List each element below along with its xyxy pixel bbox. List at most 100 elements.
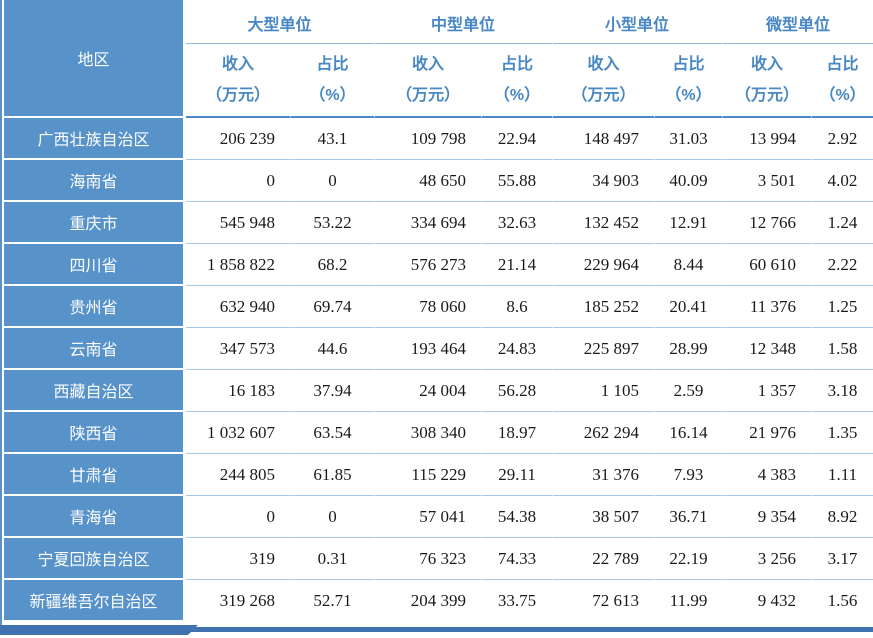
share-small-cell: 16.14 xyxy=(655,412,724,454)
income-small-cell: 38 507 xyxy=(553,496,656,538)
group-header-micro: 微型单位 xyxy=(723,0,873,44)
table-row: 云南省 347 573 44.6 193 464 24.83 225 897 2… xyxy=(4,328,873,370)
income-medium-cell: 576 273 xyxy=(375,244,483,286)
subheader-share-small: 占比 （%） xyxy=(655,44,724,118)
income-micro-cell: 3 501 xyxy=(723,160,813,202)
share-large-cell: 52.71 xyxy=(291,580,376,622)
table-row: 海南省 0 0 48 650 55.88 34 903 40.09 3 501 … xyxy=(4,160,873,202)
share-micro-cell: 1.56 xyxy=(827,590,858,610)
region-cell: 广西壮族自治区 xyxy=(4,118,186,160)
share-medium-cell: 24.83 xyxy=(482,328,554,370)
table-row: 西藏自治区 16 183 37.94 24 004 56.28 1 105 2.… xyxy=(4,370,873,412)
group-header-large: 大型单位 xyxy=(186,0,376,44)
share-medium-cell: 22.94 xyxy=(482,118,554,160)
table-row: 四川省 1 858 822 68.2 576 273 21.14 229 964… xyxy=(4,244,873,286)
table-bottom-border xyxy=(188,627,873,632)
income-micro-cell: 21 976 xyxy=(723,412,813,454)
share-small-cell: 2.59 xyxy=(655,370,724,412)
share-micro-cell: 1.24 xyxy=(812,202,873,244)
share-medium-cell: 33.75 xyxy=(482,580,554,622)
income-medium-cell: 334 694 xyxy=(375,202,483,244)
share-medium-cell: 54.38 xyxy=(482,496,554,538)
income-medium-cell: 24 004 xyxy=(375,370,483,412)
income-small-cell: 148 497 xyxy=(553,118,656,160)
income-large-cell: 1 858 822 xyxy=(186,244,291,286)
income-micro-cell: 12 766 xyxy=(723,202,813,244)
share-medium-cell: 74.33 xyxy=(482,538,554,580)
share-small-cell: 12.91 xyxy=(655,202,724,244)
income-large-cell: 16 183 xyxy=(186,370,291,412)
share-large-cell: 0 xyxy=(291,160,376,202)
subheader-income-micro: 收入 （万元） xyxy=(723,44,813,118)
share-small-cell: 11.99 xyxy=(655,580,724,622)
region-cell: 重庆市 xyxy=(4,202,186,244)
share-medium-cell: 55.88 xyxy=(482,160,554,202)
share-large-cell: 37.94 xyxy=(291,370,376,412)
region-cell: 西藏自治区 xyxy=(4,370,186,412)
income-micro-cell: 60 610 xyxy=(723,244,813,286)
group-header-row: 地区 大型单位 中型单位 小型单位 微型单位 xyxy=(4,0,873,118)
income-small-cell: 22 789 xyxy=(553,538,656,580)
income-large-cell: 347 573 xyxy=(186,328,291,370)
share-small-cell: 40.09 xyxy=(655,160,724,202)
share-small-cell: 36.71 xyxy=(655,496,724,538)
region-cell: 宁夏回族自治区 xyxy=(4,538,186,580)
region-cell: 青海省 xyxy=(4,496,186,538)
income-medium-cell: 193 464 xyxy=(375,328,483,370)
income-micro-cell: 4 383 xyxy=(723,454,813,496)
income-small-cell: 34 903 xyxy=(553,160,656,202)
share-medium-cell: 29.11 xyxy=(482,454,554,496)
share-large-cell: 0 xyxy=(291,496,376,538)
share-micro-cell: 3.17 xyxy=(812,538,873,580)
table-row: 重庆市 545 948 53.22 334 694 32.63 132 452 … xyxy=(4,202,873,244)
region-cell: 海南省 xyxy=(4,160,186,202)
region-cell: 贵州省 xyxy=(4,286,186,328)
income-small-cell: 72 613 xyxy=(553,580,656,622)
subheader-share-micro: 占比 （%） xyxy=(812,44,873,118)
income-large-cell: 0 xyxy=(186,496,291,538)
share-large-cell: 43.1 xyxy=(291,118,376,160)
table-row: 广西壮族自治区 206 239 43.1 109 798 22.94 148 4… xyxy=(4,118,873,160)
share-small-cell: 22.19 xyxy=(655,538,724,580)
subheader-share-large: 占比 （%） xyxy=(291,44,376,118)
income-small-cell: 31 376 xyxy=(553,454,656,496)
income-large-cell: 545 948 xyxy=(186,202,291,244)
income-micro-cell: 12 348 xyxy=(723,328,813,370)
sub-header-row: 收入 （万元） 占比 （%） 收入 （万元） 占比 （%） 收入 （万元） 占比 （%） 收… xyxy=(4,44,873,118)
income-large-cell: 632 940 xyxy=(186,286,291,328)
table-row: 甘肃省 244 805 61.85 115 229 29.11 31 376 7… xyxy=(4,454,873,496)
share-micro-cell: 8.92 xyxy=(812,496,873,538)
income-large-cell: 319 268 xyxy=(186,580,291,622)
income-medium-cell: 57 041 xyxy=(375,496,483,538)
share-medium-cell: 32.63 xyxy=(482,202,554,244)
column-header-region: 地区 xyxy=(4,0,186,118)
table-bottom-border-left xyxy=(0,625,188,635)
table-body: 广西壮族自治区 206 239 43.1 109 798 22.94 148 4… xyxy=(4,118,873,622)
share-large-cell: 0.31 xyxy=(291,538,376,580)
table-row: 宁夏回族自治区 319 0.31 76 323 74.33 22 789 22.… xyxy=(4,538,873,580)
share-large-cell: 53.22 xyxy=(291,202,376,244)
income-micro-cell: 1 357 xyxy=(723,370,813,412)
share-medium-cell: 56.28 xyxy=(482,370,554,412)
income-micro-cell: 9 354 xyxy=(723,496,813,538)
share-micro-cell: 1.11 xyxy=(812,454,873,496)
income-small-cell: 225 897 xyxy=(553,328,656,370)
income-medium-cell: 115 229 xyxy=(375,454,483,496)
income-small-cell: 229 964 xyxy=(553,244,656,286)
income-large-cell: 1 032 607 xyxy=(186,412,291,454)
share-micro-cell: 2.92 xyxy=(812,118,873,160)
share-medium-cell: 21.14 xyxy=(482,244,554,286)
region-cell: 云南省 xyxy=(4,328,186,370)
group-header-small: 小型单位 xyxy=(553,0,724,44)
income-medium-cell: 204 399 xyxy=(375,580,483,622)
income-micro-cell: 11 376 xyxy=(723,286,813,328)
table-outer-left-border xyxy=(0,0,2,625)
share-medium-cell: 8.6 xyxy=(482,286,554,328)
subheader-share-medium: 占比 （%） xyxy=(482,44,554,118)
income-medium-cell: 78 060 xyxy=(375,286,483,328)
income-micro-cell: 3 256 xyxy=(723,538,813,580)
share-micro-cell: 1.35 xyxy=(812,412,873,454)
table-row: 新疆维吾尔自治区 319 268 52.71 204 399 33.75 72 … xyxy=(4,580,873,622)
table-row: 陕西省 1 032 607 63.54 308 340 18.97 262 29… xyxy=(4,412,873,454)
